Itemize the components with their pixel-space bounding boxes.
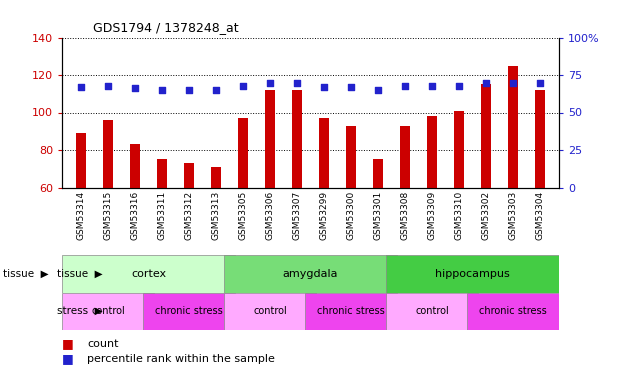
Point: [346, 84, 356, 90]
Bar: [453, 111, 465, 188]
Text: control: control: [415, 306, 449, 316]
Point: [535, 80, 545, 86]
Bar: [238, 118, 248, 188]
Text: GSM53299: GSM53299: [319, 191, 329, 240]
Text: ■: ■: [62, 337, 74, 350]
Text: cortex: cortex: [131, 269, 166, 279]
Point: [76, 84, 86, 90]
Bar: [265, 90, 275, 188]
Text: GDS1794 / 1378248_at: GDS1794 / 1378248_at: [93, 21, 239, 34]
Text: GSM53311: GSM53311: [158, 191, 166, 240]
Bar: [319, 118, 329, 188]
Text: GSM53316: GSM53316: [130, 191, 140, 240]
Bar: [292, 90, 302, 188]
Bar: [62, 292, 154, 330]
Point: [454, 82, 464, 88]
Bar: [76, 133, 86, 188]
Text: GSM53313: GSM53313: [212, 191, 220, 240]
Text: hippocampus: hippocampus: [435, 269, 510, 279]
Point: [427, 82, 437, 88]
Point: [211, 87, 221, 93]
Point: [481, 80, 491, 86]
Text: control: control: [91, 306, 125, 316]
Text: GSM53307: GSM53307: [292, 191, 302, 240]
Text: percentile rank within the sample: percentile rank within the sample: [87, 354, 275, 364]
Text: chronic stress: chronic stress: [155, 306, 223, 316]
Text: GSM53301: GSM53301: [373, 191, 383, 240]
Point: [238, 82, 248, 88]
Bar: [224, 292, 316, 330]
Bar: [373, 159, 383, 188]
Bar: [130, 144, 140, 188]
Point: [157, 87, 167, 93]
Text: GSM53305: GSM53305: [238, 191, 248, 240]
Bar: [305, 292, 397, 330]
Point: [130, 86, 140, 92]
Bar: [507, 66, 519, 188]
Text: GSM53309: GSM53309: [427, 191, 437, 240]
Bar: [211, 167, 222, 188]
Text: tissue  ▶: tissue ▶: [3, 269, 48, 279]
Point: [400, 82, 410, 88]
Bar: [184, 163, 194, 188]
Bar: [386, 255, 559, 292]
Text: GSM53304: GSM53304: [535, 191, 545, 240]
Text: GSM53315: GSM53315: [104, 191, 112, 240]
Text: stress  ▶: stress ▶: [57, 306, 102, 316]
Bar: [346, 126, 356, 188]
Bar: [156, 159, 168, 188]
Point: [508, 80, 518, 86]
Text: tissue  ▶: tissue ▶: [57, 269, 102, 279]
Point: [103, 82, 113, 88]
Text: count: count: [87, 339, 119, 349]
Text: amygdala: amygdala: [283, 269, 338, 279]
Text: ■: ■: [62, 352, 74, 365]
Bar: [386, 292, 478, 330]
Bar: [224, 255, 397, 292]
Text: GSM53303: GSM53303: [509, 191, 517, 240]
Bar: [102, 120, 114, 188]
Point: [184, 87, 194, 93]
Text: GSM53312: GSM53312: [184, 191, 194, 240]
Bar: [62, 255, 235, 292]
Point: [265, 80, 275, 86]
Bar: [427, 116, 437, 188]
Bar: [481, 84, 491, 188]
Point: [319, 84, 329, 90]
Text: GSM53310: GSM53310: [455, 191, 463, 240]
Bar: [467, 292, 559, 330]
Bar: [535, 90, 545, 188]
Text: control: control: [253, 306, 287, 316]
Text: chronic stress: chronic stress: [317, 306, 385, 316]
Text: GSM53308: GSM53308: [401, 191, 409, 240]
Text: GSM53302: GSM53302: [481, 191, 491, 240]
Bar: [399, 126, 410, 188]
Point: [292, 80, 302, 86]
Text: GSM53314: GSM53314: [76, 191, 86, 240]
Bar: [143, 292, 235, 330]
Text: chronic stress: chronic stress: [479, 306, 547, 316]
Text: GSM53300: GSM53300: [347, 191, 355, 240]
Point: [373, 87, 383, 93]
Text: GSM53306: GSM53306: [266, 191, 274, 240]
